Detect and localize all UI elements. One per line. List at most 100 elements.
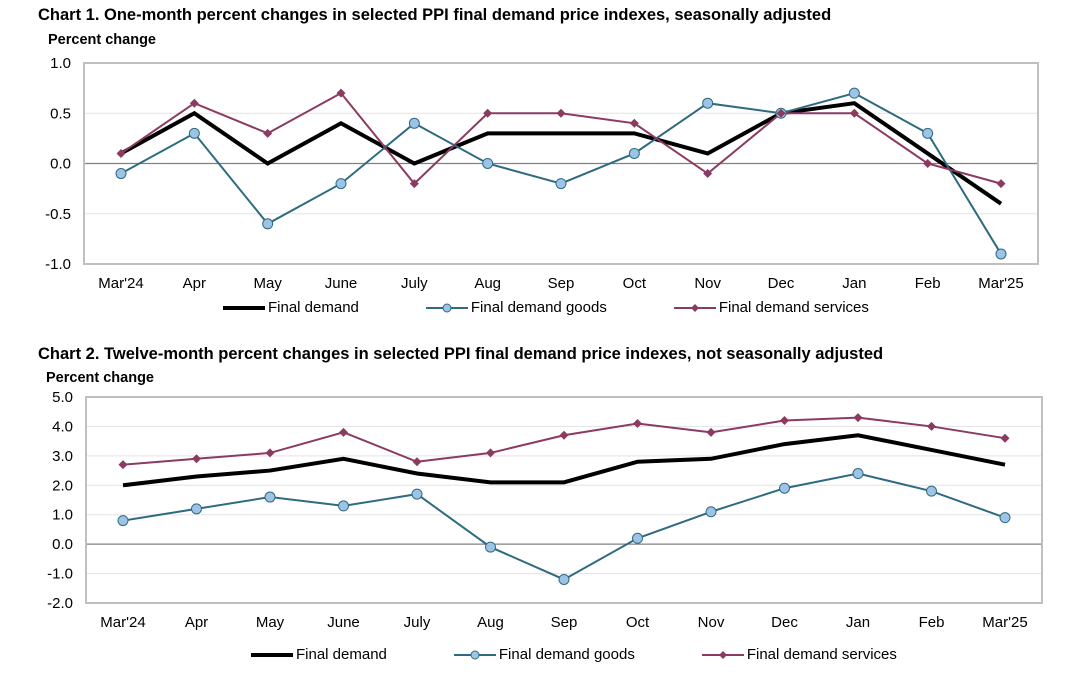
legend-swatch-services-icon <box>673 302 717 314</box>
chart1-services-point <box>556 108 566 118</box>
chart1-x-tick-label: Feb <box>915 275 941 292</box>
legend-label: Final demand services <box>746 646 897 663</box>
legend-item-final-demand: Final demand <box>222 299 359 316</box>
chart1-y-tick-label: 0.0 <box>50 156 71 173</box>
chart1-x-tick-label: Mar'25 <box>978 275 1023 292</box>
chart2-y-tick-label: 4.0 <box>52 418 73 435</box>
chart2-goods-point <box>264 491 276 503</box>
chart1-plot-frame <box>83 62 1039 265</box>
chart2-x-tick-label: Oct <box>626 614 650 631</box>
chart1-goods-point <box>702 97 714 109</box>
chart1-goods-point <box>922 127 934 139</box>
chart2-series-services-line <box>122 416 1006 466</box>
chart2-x-tick-label: June <box>327 614 360 631</box>
chart2-goods-point <box>852 468 864 480</box>
legend-item-final-demand: Final demand <box>250 646 387 663</box>
chart1-services-point <box>629 118 639 128</box>
chart1-x-tick-label: July <box>401 275 428 292</box>
chart1-services-point <box>189 98 199 108</box>
chart1-series-final-demand-line <box>120 101 1003 206</box>
legend-item-services: Final demand services <box>701 646 897 663</box>
chart2-x-tick-label: Aug <box>477 614 504 631</box>
chart2-services-point <box>706 427 716 437</box>
chart2-services-point <box>486 448 495 458</box>
chart1-goods-point <box>115 168 127 180</box>
chart2-goods-point <box>705 506 717 518</box>
chart2-y-axis-title: Percent change <box>46 370 154 386</box>
legend-swatch-final-demand-icon <box>222 302 266 314</box>
chart2-series-final-demand-line <box>122 433 1006 488</box>
chart1-y-axis-title: Percent change <box>48 32 156 48</box>
chart2-x-tick-label: Sep <box>551 614 578 631</box>
legend-label: Final demand <box>268 299 359 316</box>
chart2-goods-point <box>779 482 790 494</box>
chart1-goods-point <box>262 218 274 230</box>
chart2-goods-point <box>485 541 496 553</box>
chart2-x-tick-label: Apr <box>185 614 208 631</box>
chart1-services-point <box>776 108 786 118</box>
legend-item-services: Final demand services <box>673 299 869 316</box>
chart2-goods-point <box>632 532 643 544</box>
legend-item-goods: Final demand goods <box>453 646 635 663</box>
chart1-goods-point <box>555 178 567 190</box>
chart2-x-tick-label: Nov <box>698 614 725 631</box>
chart2-y-tick-label: -2.0 <box>47 595 73 612</box>
chart1-x-tick-label: Sep <box>548 275 575 292</box>
legend-label: Final demand <box>296 646 387 663</box>
chart2-services-point <box>192 454 201 464</box>
chart2-y-tick-label: 3.0 <box>52 448 73 465</box>
chart2-plot: 5.0 4.0 3.0 2.0 1.0 0.0 -1.0 -2.0 Mar'24 Apr May Ju… <box>47 389 1043 631</box>
legend-label: Final demand services <box>718 299 869 316</box>
chart1-services-point <box>409 179 419 189</box>
chart1-plot: 1.0 0.5 0.0 -0.5 -1.0 Mar'24 Apr May June July Aug… <box>45 55 1039 292</box>
chart1-services-point <box>996 179 1006 189</box>
chart1-legend: Final demand Final demand goods Final dema… <box>222 299 869 316</box>
chart2-series-goods-line <box>122 472 1006 581</box>
chart1-x-tick-label: Aug <box>474 275 501 292</box>
chart2-title: Chart 2. Twelve-month percent changes in… <box>38 345 884 363</box>
chart2-services-point <box>633 418 642 428</box>
chart2-services-point <box>780 416 789 426</box>
chart1-services-point <box>849 108 859 118</box>
legend-label: Final demand goods <box>498 646 635 663</box>
chart2-services-point <box>927 421 936 431</box>
chart1-services-point <box>336 88 346 98</box>
chart2-goods-point <box>191 503 202 515</box>
chart1-goods-point <box>628 147 640 159</box>
chart2-x-tick-label: Jan <box>846 614 870 631</box>
chart2-y-tick-label: 2.0 <box>52 477 73 494</box>
chart1-y-tick-label: -0.5 <box>45 206 71 223</box>
chart2-goods-point <box>338 500 349 512</box>
chart2-x-tick-label: Dec <box>771 614 798 631</box>
chart1-services-point <box>703 169 713 179</box>
chart1-goods-point <box>335 178 347 190</box>
chart2-x-tick-label: May <box>256 614 285 631</box>
chart1-goods-point <box>995 248 1007 260</box>
chart1-title: Chart 1. One-month percent changes in se… <box>38 6 832 24</box>
chart2-x-tick-label: Mar'25 <box>982 614 1027 631</box>
chart2-services-point <box>853 413 863 423</box>
chart1-services-point <box>923 159 933 168</box>
chart1-goods-point <box>848 87 860 99</box>
chart2-services-point <box>118 460 128 470</box>
chart2-legend: Final demand Final demand goods Final dema… <box>250 646 897 663</box>
chart1-y-tick-label: 0.5 <box>50 105 71 122</box>
chart1-x-tick-label: Dec <box>768 275 795 292</box>
chart2-y-tick-label: 1.0 <box>52 507 73 524</box>
chart2-services-point <box>412 457 422 467</box>
chart2-services-point <box>1000 433 1010 443</box>
chart2-x-tick-label: Feb <box>919 614 945 631</box>
chart2-y-tick-label: 0.0 <box>52 536 73 553</box>
chart1-goods-point <box>408 117 420 129</box>
chart1-x-tick-label: Apr <box>183 275 206 292</box>
chart2-x-tick-label: Mar'24 <box>100 614 145 631</box>
legend-label: Final demand goods <box>470 299 607 316</box>
chart2-services-point <box>265 448 275 458</box>
legend-item-goods: Final demand goods <box>425 299 607 316</box>
chart1-goods-point <box>188 127 200 139</box>
chart2-services-point <box>339 427 348 437</box>
legend-swatch-goods-icon <box>453 649 497 661</box>
legend-swatch-final-demand-icon <box>250 649 294 661</box>
chart2-goods-point <box>558 573 570 585</box>
chart2-y-tick-label: -1.0 <box>47 566 73 583</box>
